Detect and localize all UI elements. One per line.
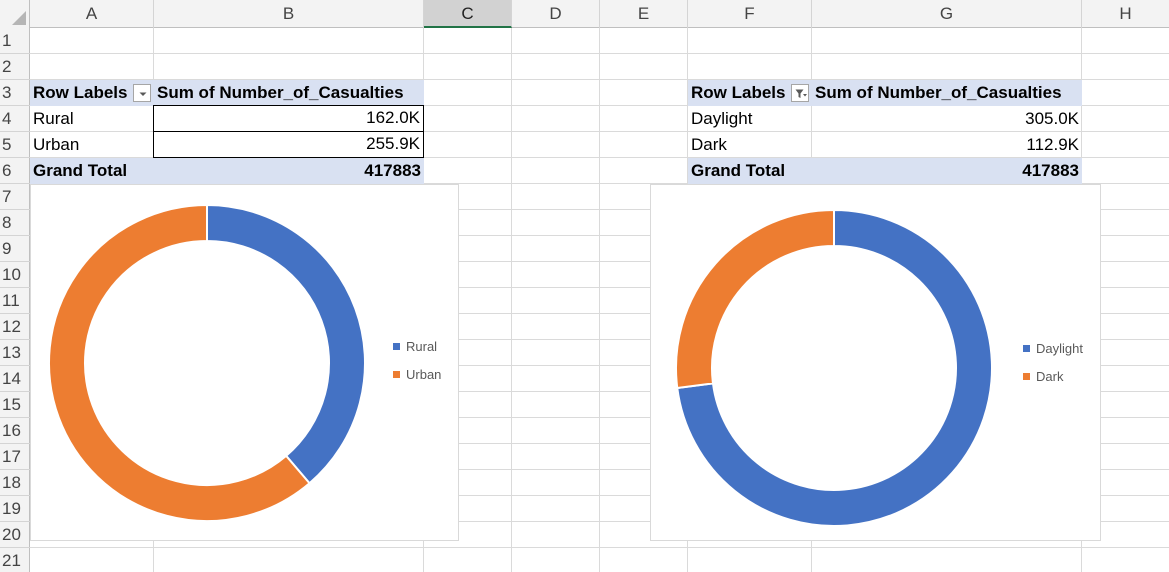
pivot-grand-total-value[interactable]: 417883 <box>812 158 1082 184</box>
column-header-d[interactable]: D <box>512 0 600 28</box>
doughnut-chart-svg <box>48 203 366 522</box>
grid-line <box>30 131 1169 132</box>
pivot-grand-total-label[interactable]: Grand Total <box>688 158 812 184</box>
row-labels-text: Row Labels <box>691 83 786 102</box>
legend-swatch <box>393 343 400 351</box>
row-header-7[interactable]: 7 <box>0 184 30 210</box>
grid-line <box>30 209 1169 210</box>
legend-item-rural[interactable]: Rural <box>393 339 437 355</box>
grid-line <box>30 261 1169 262</box>
grid-line <box>30 157 1169 158</box>
grid-line <box>30 287 1169 288</box>
grid-line <box>30 53 1169 54</box>
row-header-16[interactable]: 16 <box>0 418 30 444</box>
pivot-row-value-dark[interactable]: 112.9K <box>1026 135 1079 154</box>
grid-line <box>30 495 1169 496</box>
grid-line <box>30 469 1169 470</box>
legend-label: Rural <box>406 339 438 354</box>
grid-line <box>30 391 1169 392</box>
doughnut-slice-urban[interactable] <box>48 203 311 522</box>
pivot-row-label-daylight[interactable]: Daylight <box>691 109 753 128</box>
legend-swatch <box>393 371 400 379</box>
pivot-row-value-rural[interactable]: 162.0K <box>153 105 424 132</box>
row-header-bar: 1 2 3 4 5 6 7 8 9 10 11 12 13 14 15 16 1… <box>0 28 30 572</box>
legend-swatch <box>1023 345 1030 353</box>
legend-item-daylight[interactable]: Daylight <box>1023 341 1083 357</box>
grid-line <box>511 28 512 572</box>
grid-line <box>30 313 1169 314</box>
row-header-15[interactable]: 15 <box>0 392 30 418</box>
pivot-row-label-rural[interactable]: Rural <box>33 109 74 128</box>
legend-label: Dark <box>1036 369 1064 384</box>
row-header-12[interactable]: 12 <box>0 314 30 340</box>
grid-line <box>30 547 1169 548</box>
grid-line <box>599 28 600 572</box>
doughnut-slice-rural[interactable] <box>206 203 366 485</box>
doughnut-slice-daylight[interactable] <box>676 208 993 527</box>
column-header-g[interactable]: G <box>812 0 1082 28</box>
funnel-filter-icon[interactable] <box>791 84 809 102</box>
grid-line <box>30 365 1169 366</box>
pivot-row-value-urban[interactable]: 255.9K <box>153 131 424 158</box>
doughnut-chart-svg <box>675 208 993 527</box>
grid-line <box>30 443 1169 444</box>
legend-item-urban[interactable]: Urban <box>393 367 441 383</box>
legend-label: Daylight <box>1036 341 1083 356</box>
column-header-bar: A B C D E F G H <box>0 0 1169 28</box>
legend-swatch <box>1023 373 1030 381</box>
column-header-b[interactable]: B <box>154 0 424 28</box>
pivot-sum-header[interactable]: Sum of Number_of_Casualties <box>154 80 424 106</box>
column-header-a[interactable]: A <box>30 0 154 28</box>
row-header-19[interactable]: 19 <box>0 496 30 522</box>
doughnut-slice-dark[interactable] <box>675 208 835 390</box>
pivot-row-value-daylight[interactable]: 305.0K <box>1025 109 1079 128</box>
grid-line <box>30 79 1169 80</box>
row-labels-text: Row Labels <box>33 83 128 102</box>
row-header-4[interactable]: 4 <box>0 106 30 132</box>
row-header-1[interactable]: 1 <box>0 28 30 54</box>
select-all-button[interactable] <box>0 0 30 28</box>
pivot-sum-header[interactable]: Sum of Number_of_Casualties <box>812 80 1082 106</box>
legend-label: Urban <box>406 367 442 382</box>
grid-line <box>30 235 1169 236</box>
row-header-13[interactable]: 13 <box>0 340 30 366</box>
row-header-3[interactable]: 3 <box>0 80 30 106</box>
pivot-row-label-dark[interactable]: Dark <box>691 135 727 154</box>
row-header-10[interactable]: 10 <box>0 262 30 288</box>
doughnut-chart-area-type[interactable]: Rural Urban <box>30 184 459 541</box>
column-header-f[interactable]: F <box>688 0 812 28</box>
column-header-h[interactable]: H <box>1119 4 1132 23</box>
dropdown-arrow-icon[interactable] <box>133 84 151 102</box>
column-header-c[interactable]: C <box>424 0 512 28</box>
row-header-9[interactable]: 9 <box>0 236 30 262</box>
row-header-2[interactable]: 2 <box>0 54 30 80</box>
row-header-8[interactable]: 8 <box>0 210 30 236</box>
pivot-grand-total-label[interactable]: Grand Total <box>30 158 154 184</box>
row-header-17[interactable]: 17 <box>0 444 30 470</box>
column-header-e[interactable]: E <box>600 0 688 28</box>
row-header-21[interactable]: 21 <box>0 548 30 572</box>
doughnut-chart-light-conditions[interactable]: Daylight Dark <box>650 184 1101 541</box>
row-header-6[interactable]: 6 <box>0 158 30 184</box>
pivot-row-label-urban[interactable]: Urban <box>33 135 80 154</box>
row-header-18[interactable]: 18 <box>0 470 30 496</box>
row-header-11[interactable]: 11 <box>0 288 30 314</box>
select-all-triangle-icon <box>12 11 26 25</box>
row-header-14[interactable]: 14 <box>0 366 30 392</box>
legend-item-dark[interactable]: Dark <box>1023 369 1063 385</box>
row-header-20[interactable]: 20 <box>0 522 30 548</box>
grid-line <box>30 183 1169 184</box>
grid-line <box>30 105 1169 106</box>
grid-line <box>30 521 1169 522</box>
grid-line <box>30 339 1169 340</box>
pivot-grand-total-value[interactable]: 417883 <box>154 158 424 184</box>
row-header-5[interactable]: 5 <box>0 132 30 158</box>
grid-line <box>30 417 1169 418</box>
